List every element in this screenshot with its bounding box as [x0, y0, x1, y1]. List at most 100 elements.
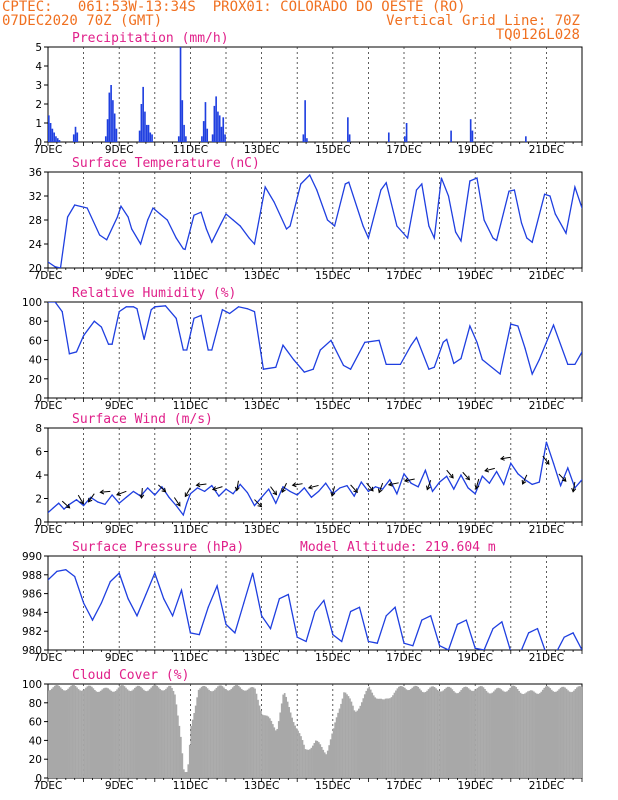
wind-arrow	[426, 479, 432, 490]
y-tick-label: 60	[29, 717, 42, 729]
wind-arrow-head	[257, 502, 263, 508]
cloud-bar	[221, 686, 224, 778]
cloud-bar	[145, 691, 148, 778]
cloud-bar	[550, 689, 553, 778]
cloud-bar	[537, 693, 540, 778]
cloud-bar	[188, 744, 191, 778]
cloud-bar	[217, 686, 219, 778]
y-tick-label: 990	[22, 551, 42, 563]
data-point	[93, 320, 95, 322]
y-tick-label: 28	[29, 215, 42, 227]
cloud-bar	[362, 698, 365, 778]
data-point	[415, 336, 418, 339]
data-point	[74, 575, 76, 578]
cloud-bar	[286, 701, 289, 778]
precip-bar	[147, 124, 150, 142]
data-point	[182, 514, 184, 516]
data-point	[501, 621, 503, 623]
cloud-bar	[175, 704, 178, 778]
cloud-bar	[71, 685, 74, 778]
cloud-bar	[436, 689, 439, 778]
data-point	[517, 473, 519, 475]
data-point	[268, 488, 270, 490]
cloud-bar	[347, 696, 350, 778]
y-tick-label: 1	[35, 118, 42, 130]
data-point	[399, 363, 402, 365]
cloud-bar	[408, 689, 411, 778]
wind-arrow-head	[184, 492, 190, 498]
wind-arrow	[484, 467, 495, 472]
cloud-bar	[488, 693, 491, 778]
precip-bar	[525, 136, 527, 142]
data-point	[396, 225, 398, 227]
cloud-bar	[203, 685, 206, 778]
wind-arrow	[61, 500, 70, 509]
cloud-bar	[549, 688, 552, 778]
cloud-bar	[392, 695, 394, 778]
cloud-bar	[448, 686, 451, 778]
data-point	[382, 488, 384, 490]
data-point	[348, 181, 350, 183]
precip-bar	[206, 128, 209, 142]
cloud-bar	[352, 705, 354, 778]
precip-bar	[218, 115, 221, 142]
wind-arrow-head	[377, 488, 383, 494]
cloud-bar	[322, 749, 325, 778]
panel-frame	[47, 427, 583, 523]
cloud-bar	[297, 730, 299, 778]
panel-frame	[47, 46, 583, 143]
data-point	[48, 261, 49, 263]
cloud-bar	[125, 687, 127, 778]
x-tick-label: 17DEC	[386, 400, 421, 412]
data-point	[58, 502, 60, 504]
cloud-bar	[568, 691, 571, 778]
cloud-bar	[264, 715, 267, 778]
y-tick-label: 80	[29, 316, 42, 328]
cloud-bar	[355, 711, 357, 778]
cloud-bar	[270, 720, 273, 778]
wind-arrow-head	[330, 492, 336, 497]
data-point	[269, 628, 272, 630]
data-point	[528, 632, 530, 634]
cloud-bar	[386, 698, 388, 778]
data-point	[421, 619, 423, 621]
cloud-bar	[313, 743, 316, 778]
wind-arrow-head	[474, 484, 480, 490]
panel-3: 0 2 4 6 8 7DEC 9DEC 11DEC 13DEC 15DEC 17DEC 19DEC 21…	[34, 412, 583, 536]
y-tick-label: 20	[29, 263, 42, 275]
cloud-bar	[495, 688, 498, 778]
data-point	[362, 225, 364, 227]
cloud-bar	[209, 690, 212, 778]
cloud-bar	[242, 690, 244, 778]
x-tick-label: 19DEC	[457, 270, 492, 282]
cloud-bar	[288, 707, 290, 778]
data-point	[143, 338, 145, 341]
data-point	[503, 483, 505, 485]
wind-arrow	[475, 478, 480, 489]
cloud-bar	[117, 687, 120, 778]
wind-arrow	[446, 469, 454, 479]
cloud-bar	[182, 769, 185, 778]
data-point	[200, 211, 202, 213]
cloud-bar	[74, 686, 77, 778]
data-point	[531, 483, 533, 485]
wind-arrow-head	[307, 484, 313, 490]
data-point	[262, 368, 264, 370]
cloud-bar	[223, 687, 225, 778]
x-tick-label: 17DEC	[386, 270, 421, 282]
cloud-bar	[79, 690, 81, 778]
data-point	[189, 493, 191, 495]
precip-bar	[348, 134, 351, 142]
data-point	[147, 219, 149, 221]
data-point	[565, 232, 567, 234]
data-point	[289, 225, 291, 227]
data-point	[483, 219, 485, 221]
cloud-bar	[139, 686, 142, 778]
x-tick-label: 21DEC	[529, 270, 564, 282]
data-point	[75, 351, 78, 353]
data-point	[48, 302, 49, 303]
x-tick-label: 13DEC	[244, 652, 279, 664]
cloud-bar	[464, 686, 467, 778]
precip-bar	[55, 136, 57, 142]
data-point	[285, 228, 288, 230]
